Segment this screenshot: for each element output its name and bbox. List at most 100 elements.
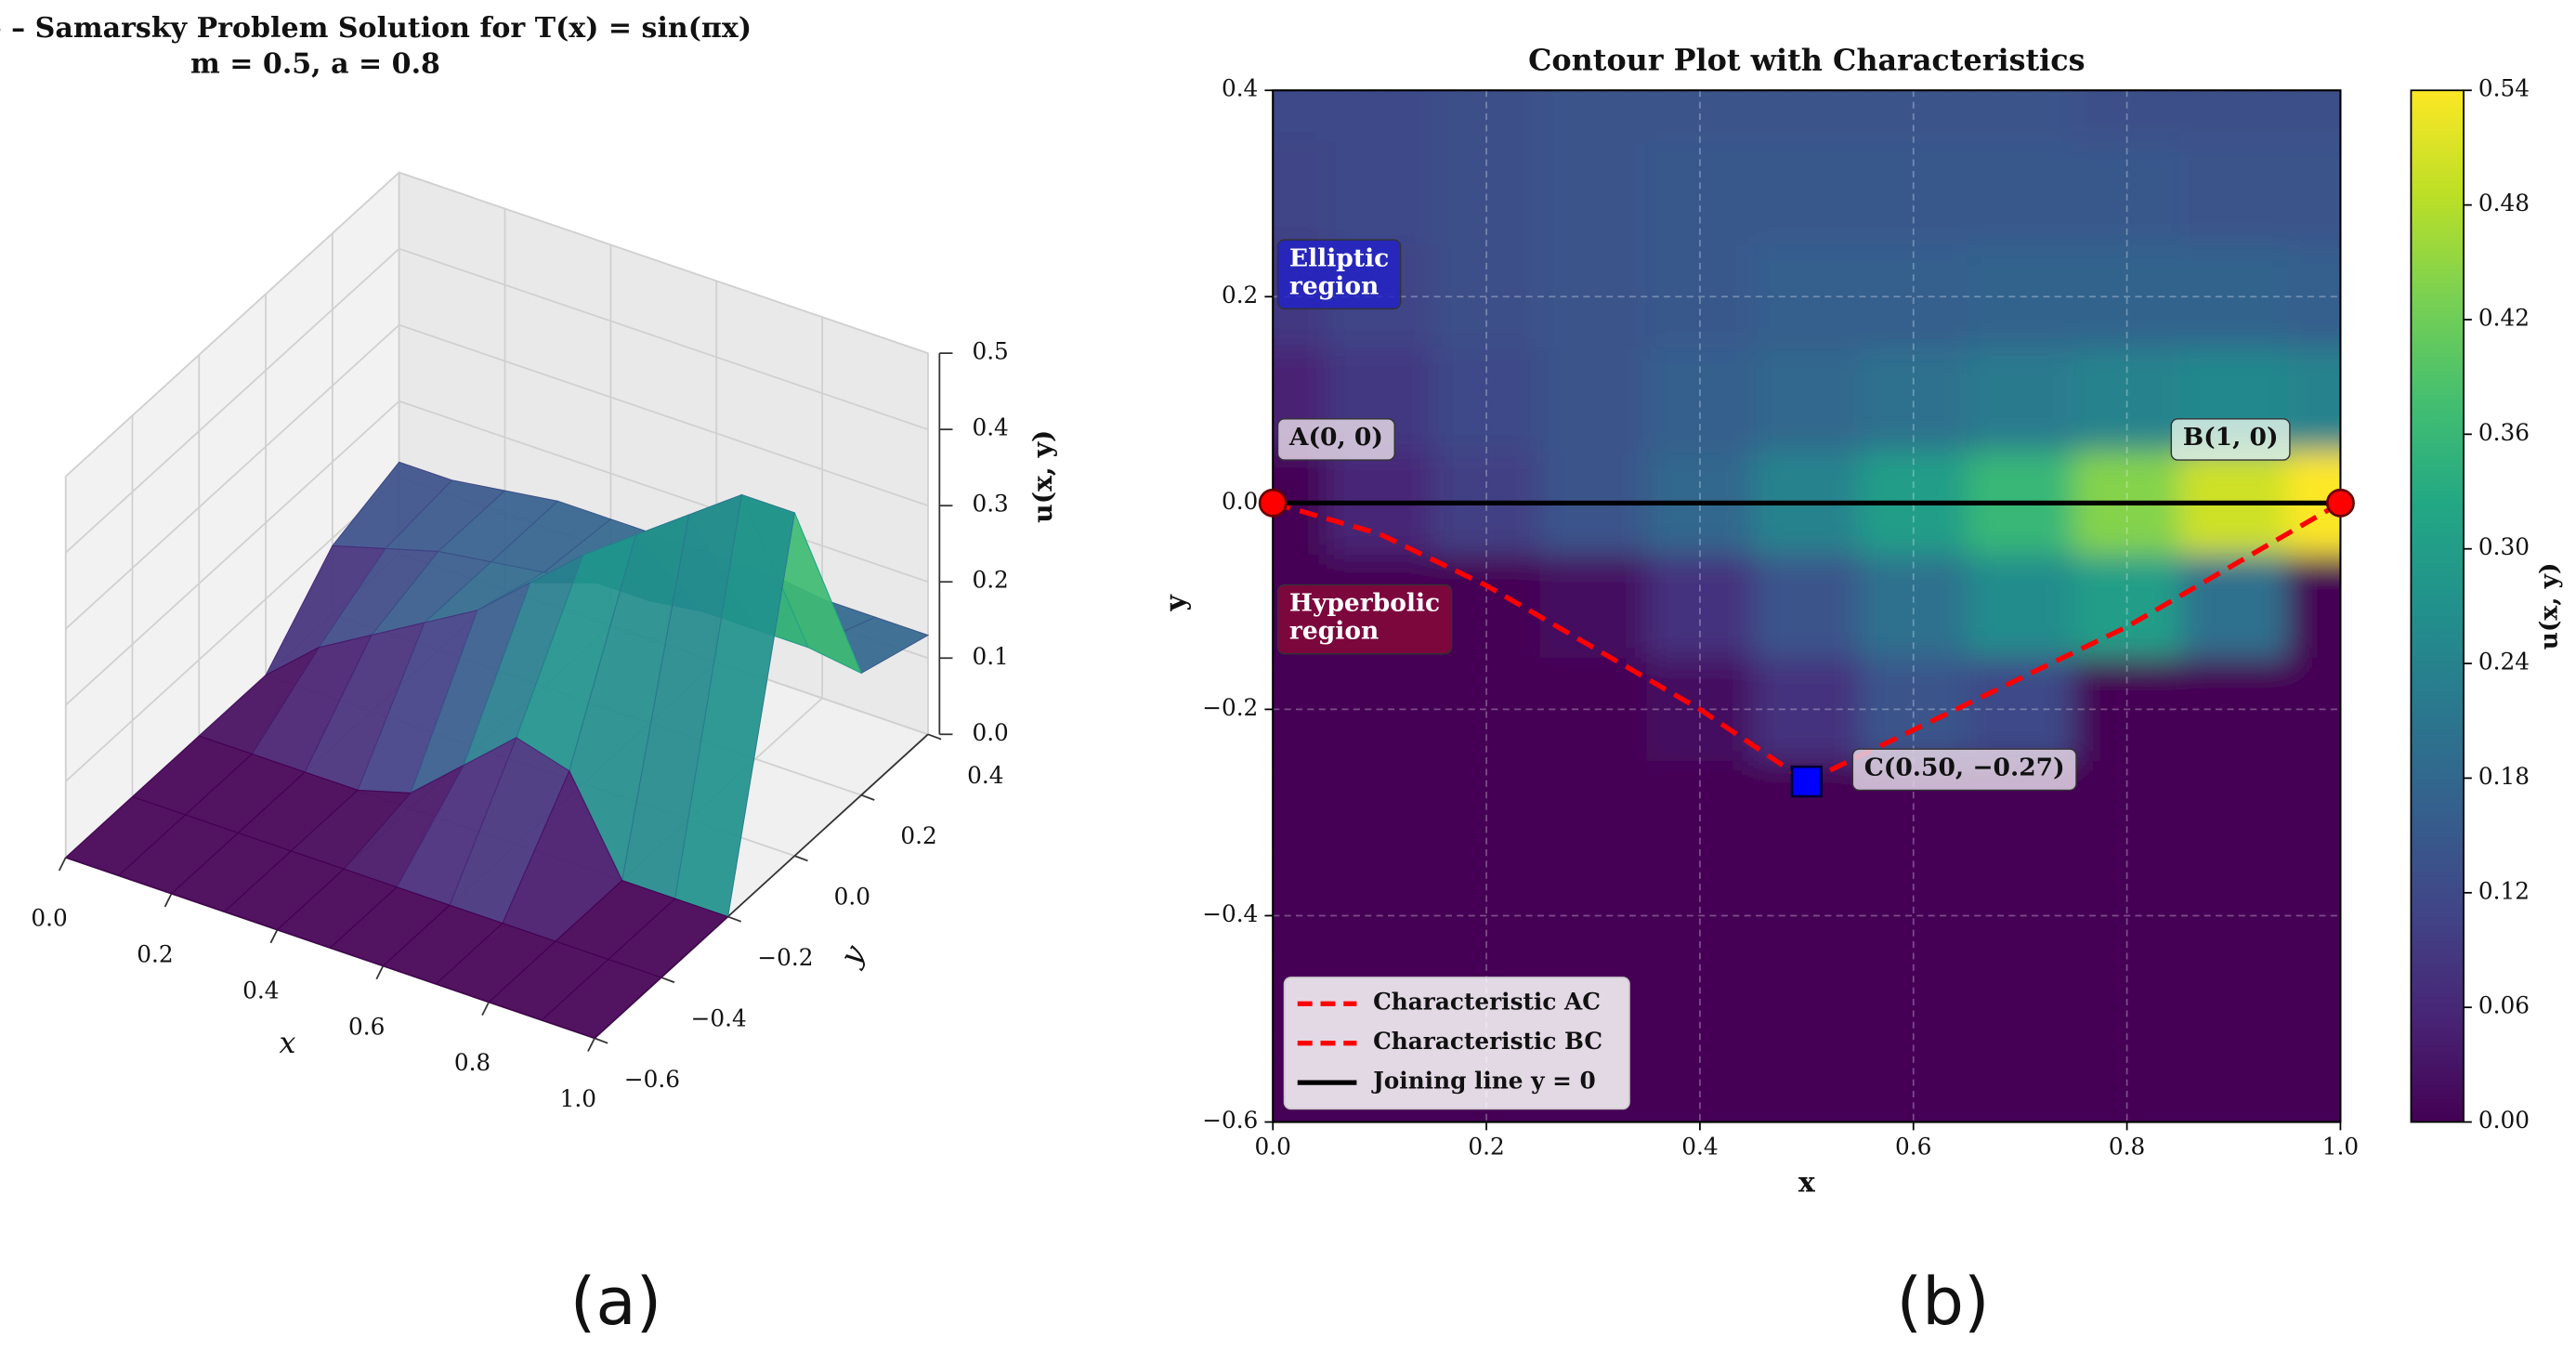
contour-cell [1326,90,1434,143]
contour-cell [1753,554,1862,659]
tick-mark [587,1037,595,1052]
y-tick-label: 0.2 [1222,282,1258,308]
contour-cell [2073,141,2181,246]
region-label: Elliptic [1289,243,1389,272]
contour-cell [2073,90,2181,143]
panel-label: (a) [570,1263,662,1340]
contour-cell [1646,554,1755,659]
contour-cell [1967,554,2075,659]
z-tick-label: 0.2 [972,567,1008,594]
contour-cell [1753,657,1862,762]
grid-line [399,400,929,584]
contour-cell [2286,348,2341,453]
contour-cell [1646,244,1755,349]
contour-cell [1646,1044,1755,1122]
y-tick-label: −0.4 [1202,900,1258,927]
contour-cell [2286,554,2341,659]
y-tick-label: 0.4 [967,762,1003,789]
contour-cell [1753,90,1862,143]
grid-line [65,400,400,706]
contour-cell [1432,760,1541,891]
tick-mark [58,857,67,872]
grid-line [65,324,400,630]
x-tick-label: 0.0 [31,905,67,932]
contour-cell [1967,889,2075,1046]
y-tick-label: 0.4 [1222,75,1258,102]
contour-cell [1860,90,1968,143]
tick-mark [375,965,385,980]
contour-cell [1432,141,1541,246]
contour-cell [1967,657,2075,762]
grid-line [65,248,400,554]
colorbar-tick-label: 0.00 [2478,1107,2530,1134]
x-tick-label: 0.2 [1468,1133,1504,1160]
x-tick-label: 0.6 [348,1013,385,1040]
contour-cell [1273,141,1327,246]
contour-cell [1646,889,1755,1046]
point-label-box [1276,418,1395,461]
contour-cell [1326,657,1434,762]
z-tick-label: 0.3 [972,491,1008,518]
z-axis-label: u(x, y) [1026,430,1058,523]
contour-cell [2073,760,2181,891]
contour-cell [1860,141,1968,246]
x-axis-label: x [1798,1167,1816,1200]
contour-cell [2073,889,2181,1046]
contour-cell [2286,90,2341,143]
contour-cell [2286,760,2341,891]
tick-mark [594,1037,608,1044]
x-tick-label: 1.0 [560,1085,596,1112]
series-line [1272,500,1809,784]
plot-frame [1272,89,2342,1123]
y-axis-label: y [831,938,871,973]
contour-cell [2180,554,2288,659]
tick-mark [727,915,742,923]
x-tick-label: 0.0 [1255,1133,1291,1160]
colorbar-tick-label: 0.36 [2478,419,2530,446]
contour-cell [1539,244,1648,349]
x-tick-label: 1.0 [2322,1133,2359,1160]
point-label: A(0, 0) [1288,423,1383,452]
contour-cell [2180,657,2288,762]
contour-cell [1326,141,1434,246]
grid-line [399,323,929,507]
colorbar-label: u(x, y) [2535,562,2564,649]
z-tick-label: 0.5 [972,338,1008,365]
x-tick-label: 0.4 [1681,1133,1718,1160]
colorbar-tick-label: 0.48 [2478,190,2530,216]
surface-patch [541,958,662,1039]
contour-cell [1539,760,1648,891]
colorbar-tick-label: 0.12 [2478,877,2530,904]
contour-cell [1273,657,1327,762]
tick-mark [927,733,942,741]
colorbar-tick-label: 0.42 [2478,304,2530,331]
y-tick-label: −0.4 [691,1004,747,1031]
contour-cell [1539,141,1648,246]
y-tick-label: −0.2 [1202,694,1258,721]
chart-title: Contour Plot with Characteristics [1528,43,2085,78]
legend-label: Characteristic BC [1373,1028,1602,1055]
y-tick-label: 0.2 [900,822,936,849]
colorbar-tick-label: 0.54 [2478,75,2530,102]
contour-cell [1860,554,1968,659]
legend-label: Characteristic AC [1373,989,1601,1016]
point-label-box [2170,418,2291,461]
contour-cell [1753,1044,1862,1122]
tick-mark [794,855,808,862]
x-tick-label: 0.8 [2109,1133,2145,1160]
region-label-box [1276,239,1402,310]
colorbar-tick-label: 0.06 [2478,992,2530,1019]
region-label-box [1276,584,1453,655]
colorbar [2410,89,2465,1123]
legend-box [1283,977,1630,1110]
contour-cell [1753,348,1862,453]
point-marker [1258,488,1288,518]
point-marker [1790,765,1824,798]
y-axis-label: y [1160,594,1193,612]
colorbar-tick-label: 0.30 [2478,533,2530,560]
z-tick-label: 0.4 [972,414,1008,441]
contour-cell [1967,90,2075,143]
x-tick-label: 0.2 [137,940,173,967]
x-axis-label: x [279,1025,295,1060]
contour-cell [1326,760,1434,891]
